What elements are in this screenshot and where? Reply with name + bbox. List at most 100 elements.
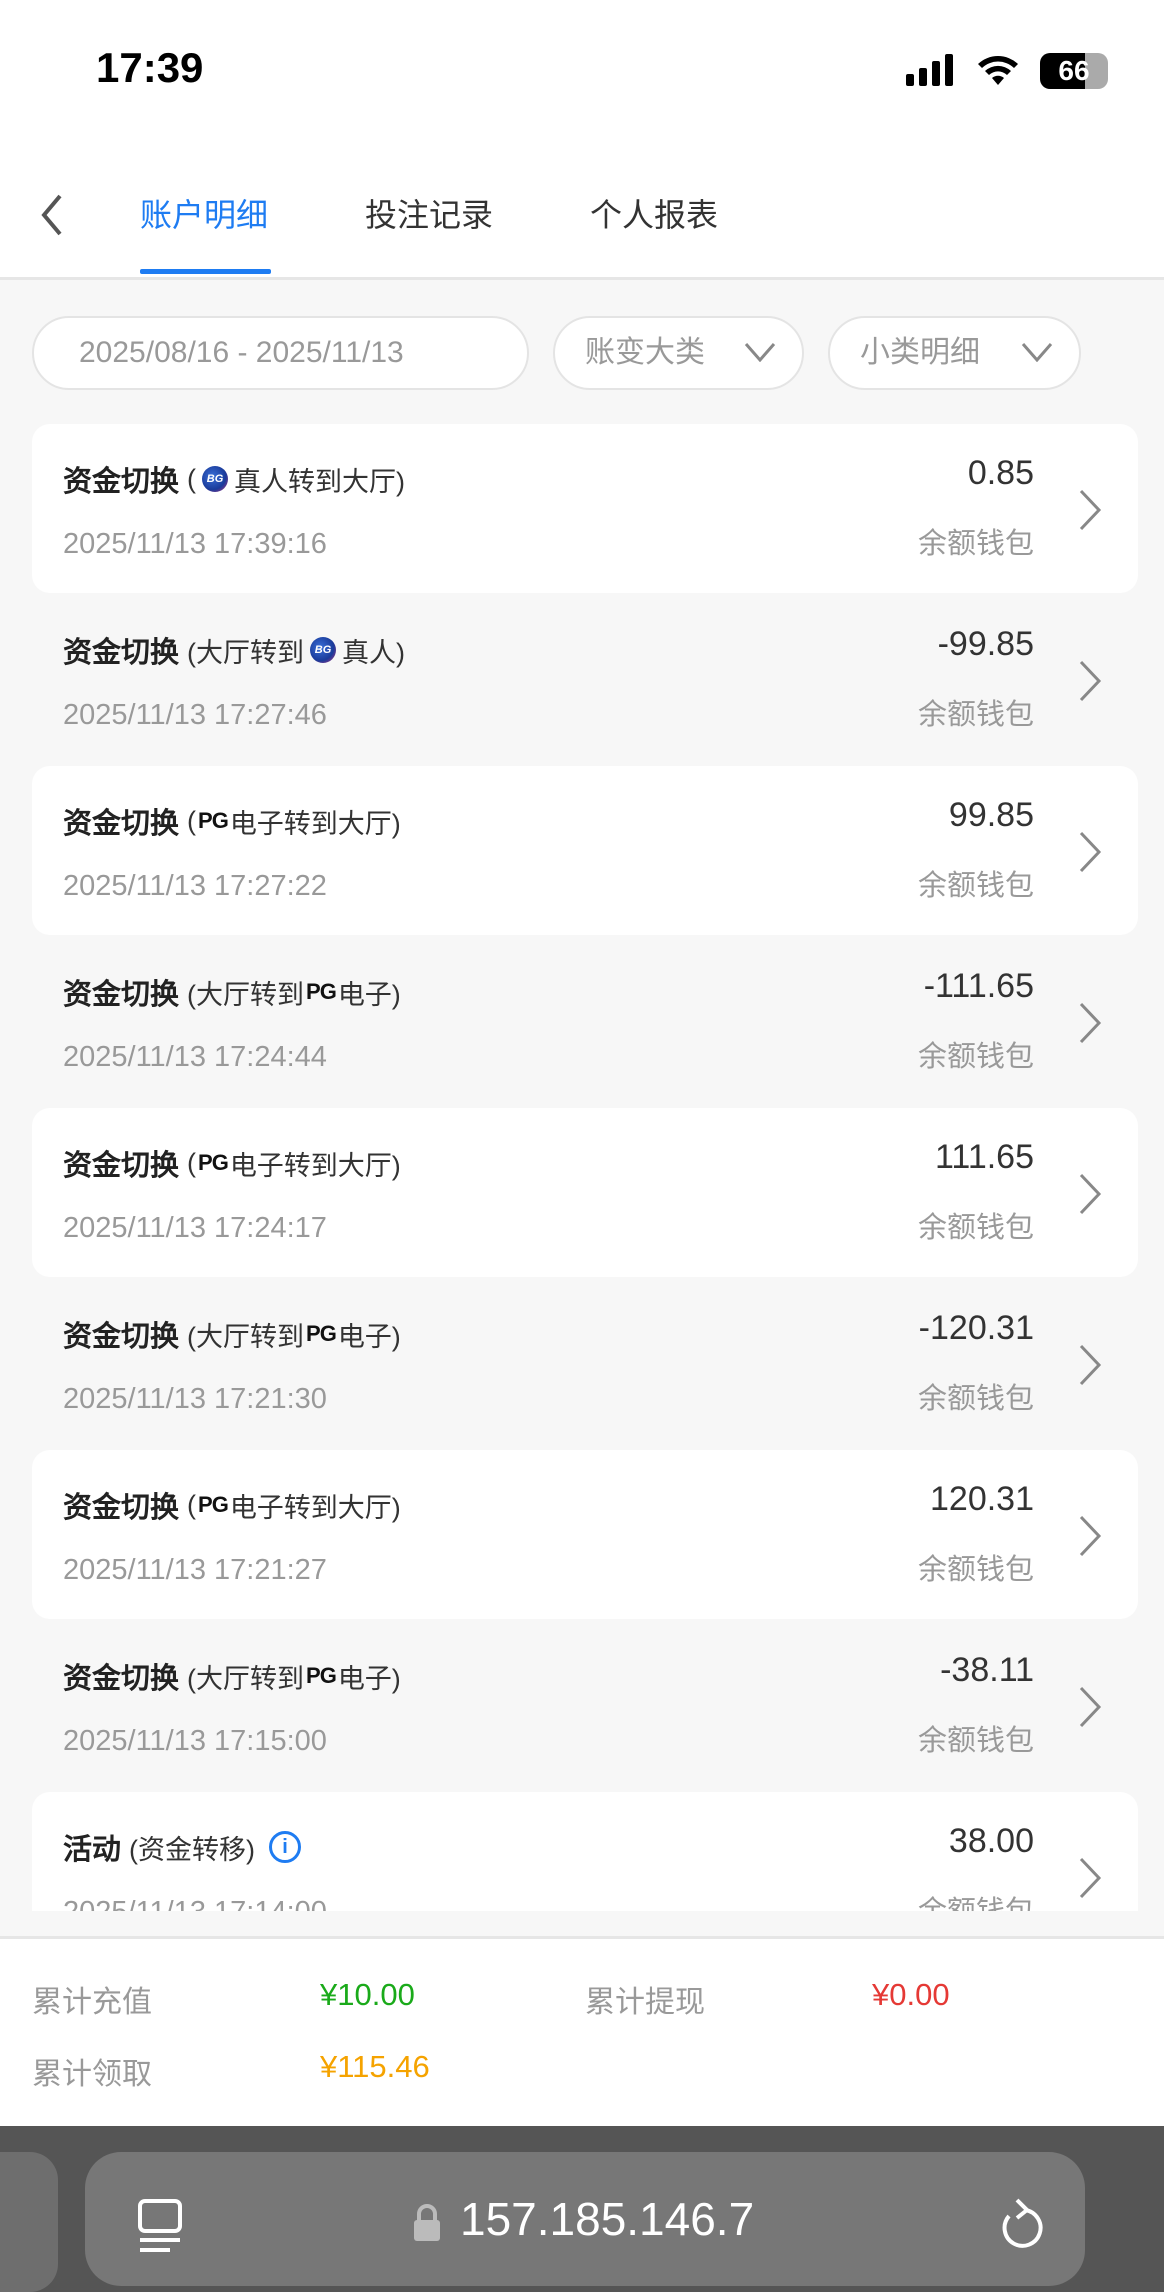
record-title: 资金切换 (大厅转到 BG 真人) [63, 629, 405, 671]
wifi-icon [978, 56, 1018, 85]
record-detail: (PG 电子转到大厅) [187, 1486, 401, 1525]
chevron-right-icon[interactable] [1078, 488, 1102, 532]
record-wallet: 余额钱包 [917, 1383, 1034, 1415]
detail-suffix: 电子转到大厅) [229, 808, 401, 839]
battery-icon: 66 [1040, 53, 1108, 89]
pg-logo-icon: PG [306, 979, 337, 1004]
record-wallet: 余额钱包 [917, 1041, 1034, 1073]
detail-prefix: ( [187, 805, 197, 836]
previous-tab-edge[interactable] [0, 2152, 58, 2292]
record-amount: -120.31 [918, 1309, 1034, 1347]
list-item[interactable]: 资金切换(PG 电子转到大厅) 2025/11/13 17:27:22 99.85… [32, 766, 1138, 935]
tab-bet-records[interactable]: 投注记录 [365, 197, 494, 233]
list-item[interactable]: 资金切换(BG 真人转到大厅) 2025/11/13 17:39:16 0.85 … [32, 424, 1138, 593]
lock-icon [414, 2204, 440, 2241]
chevron-down-icon [1021, 343, 1053, 362]
record-type: 资金切换 [63, 1492, 180, 1524]
list-item[interactable]: 资金切换 (大厅转到 BG 真人) 2025/11/13 17:27:46 -99.8… [32, 595, 1138, 764]
header: 账户明细 投注记录 个人报表 [0, 150, 1164, 280]
record-amount: 111.65 [935, 1138, 1034, 1176]
list-item[interactable]: 资金切换 (大厅转到 PG 电子) 2025/11/13 17:15:00 -38.1… [32, 1621, 1138, 1790]
record-wallet: 余额钱包 [917, 870, 1034, 902]
record-detail: (PG 电子转到大厅) [187, 1144, 401, 1183]
pg-logo-icon: PG [306, 1663, 337, 1688]
record-type: 资金切换 [63, 808, 180, 840]
record-title: 活动 (资金转移) i [63, 1826, 301, 1868]
record-title: 资金切换(PG 电子转到大厅) [63, 1142, 401, 1184]
detail-prefix: ( [187, 1147, 197, 1178]
chevron-right-icon[interactable] [1078, 1856, 1102, 1900]
record-detail: (PG 电子转到大厅) [187, 802, 401, 841]
category-dropdown[interactable]: 账变大类 [553, 316, 804, 390]
record-title: 资金切换(PG 电子转到大厅) [63, 1484, 401, 1526]
record-amount: -38.11 [940, 1651, 1034, 1689]
active-tab-indicator [140, 269, 271, 274]
bg-logo-icon: BG [310, 637, 337, 663]
date-range-picker[interactable]: 2025/08/16 - 2025/11/13 [32, 316, 529, 390]
record-wallet: 余额钱包 [917, 1212, 1034, 1244]
record-title: 资金切换 (大厅转到 PG 电子) [63, 971, 401, 1013]
tab-account-details[interactable]: 账户明细 [140, 197, 269, 233]
address-bar[interactable]: 157.185.146.7 [85, 2152, 1085, 2286]
list-item[interactable]: 资金切换 (大厅转到 PG 电子) 2025/11/13 17:21:30 -120.… [32, 1279, 1138, 1448]
back-button[interactable] [34, 190, 74, 240]
detail-prefix: (大厅转到 [187, 979, 305, 1010]
list-item[interactable]: 资金切换(PG 电子转到大厅) 2025/11/13 17:24:17 111.6… [32, 1108, 1138, 1277]
record-amount: 99.85 [948, 796, 1034, 834]
record-wallet: 余额钱包 [917, 699, 1034, 731]
list-item[interactable]: 活动(资金转移) i 2025/11/13 17:14:00 38.00 余额钱包 [32, 1792, 1138, 1911]
record-wallet: 余额钱包 [918, 1888, 1034, 1911]
browser-toolbar: 157.185.146.7 [0, 2126, 1164, 2292]
subcategory-dropdown[interactable]: 小类明细 [828, 316, 1081, 390]
record-amount: 120.31 [930, 1480, 1034, 1518]
record-title: 资金切换(BG 真人转到大厅) [63, 458, 405, 500]
detail-prefix: (资金转移) [129, 1834, 255, 1865]
chevron-right-icon[interactable] [1078, 659, 1102, 703]
detail-suffix: 电子转到大厅) [229, 1492, 401, 1523]
page-menu-icon[interactable] [137, 2198, 183, 2254]
list-item[interactable]: 资金切换 (大厅转到 PG 电子) 2025/11/13 17:24:44 -111.… [32, 937, 1138, 1106]
claimed-value: ¥115.46 [320, 2049, 430, 2084]
chevron-right-icon[interactable] [1078, 1001, 1102, 1045]
info-icon[interactable]: i [269, 1831, 301, 1863]
chevron-right-icon[interactable] [1078, 1514, 1102, 1558]
record-amount: -99.85 [937, 625, 1034, 663]
record-type: 资金切换 [63, 1321, 180, 1353]
record-time: 2025/11/13 17:24:17 [63, 1212, 327, 1244]
list-item[interactable]: 资金切换(PG 电子转到大厅) 2025/11/13 17:21:27 120.3… [32, 1450, 1138, 1619]
record-time: 2025/11/13 17:27:22 [63, 870, 327, 902]
record-detail: (BG 真人转到大厅) [187, 460, 405, 499]
tab-personal-report[interactable]: 个人报表 [590, 197, 719, 233]
detail-prefix: ( [187, 463, 197, 494]
chevron-right-icon[interactable] [1078, 830, 1102, 874]
clock: 17:39 [96, 44, 204, 91]
reload-icon[interactable] [995, 2196, 1045, 2252]
deposit-label: 累计充值 [32, 1986, 152, 2019]
record-type: 资金切换 [63, 1663, 180, 1695]
withdraw-value: ¥0.00 [872, 1977, 950, 2012]
record-amount: -111.65 [923, 967, 1034, 1005]
chevron-right-icon[interactable] [1078, 1343, 1102, 1387]
record-time: 2025/11/13 17:14:00 [63, 1896, 327, 1911]
signal-icon [906, 54, 953, 86]
withdraw-label: 累计提现 [585, 1986, 705, 2019]
date-range-value: 2025/08/16 - 2025/11/13 [79, 336, 404, 369]
record-detail: (资金转移) [129, 1828, 255, 1867]
chevron-right-icon[interactable] [1078, 1172, 1102, 1216]
record-amount: 38.00 [948, 1822, 1034, 1860]
detail-suffix: 电子) [337, 979, 401, 1010]
detail-suffix: 电子) [337, 1663, 401, 1694]
transaction-list[interactable]: 资金切换(BG 真人转到大厅) 2025/11/13 17:39:16 0.85 … [0, 422, 1164, 1911]
chevron-right-icon[interactable] [1078, 1685, 1102, 1729]
record-time: 2025/11/13 17:27:46 [63, 699, 327, 731]
record-detail: (大厅转到 BG 真人) [187, 631, 405, 670]
record-title: 资金切换 (大厅转到 PG 电子) [63, 1655, 401, 1697]
detail-prefix: (大厅转到 [187, 637, 305, 668]
chevron-down-icon [744, 343, 776, 362]
detail-suffix: 电子) [337, 1321, 401, 1352]
pg-logo-icon: PG [306, 1321, 337, 1346]
pg-logo-icon: PG [198, 1492, 229, 1517]
record-amount: 0.85 [967, 454, 1034, 492]
detail-prefix: (大厅转到 [187, 1321, 305, 1352]
record-type: 资金切换 [63, 1150, 180, 1182]
